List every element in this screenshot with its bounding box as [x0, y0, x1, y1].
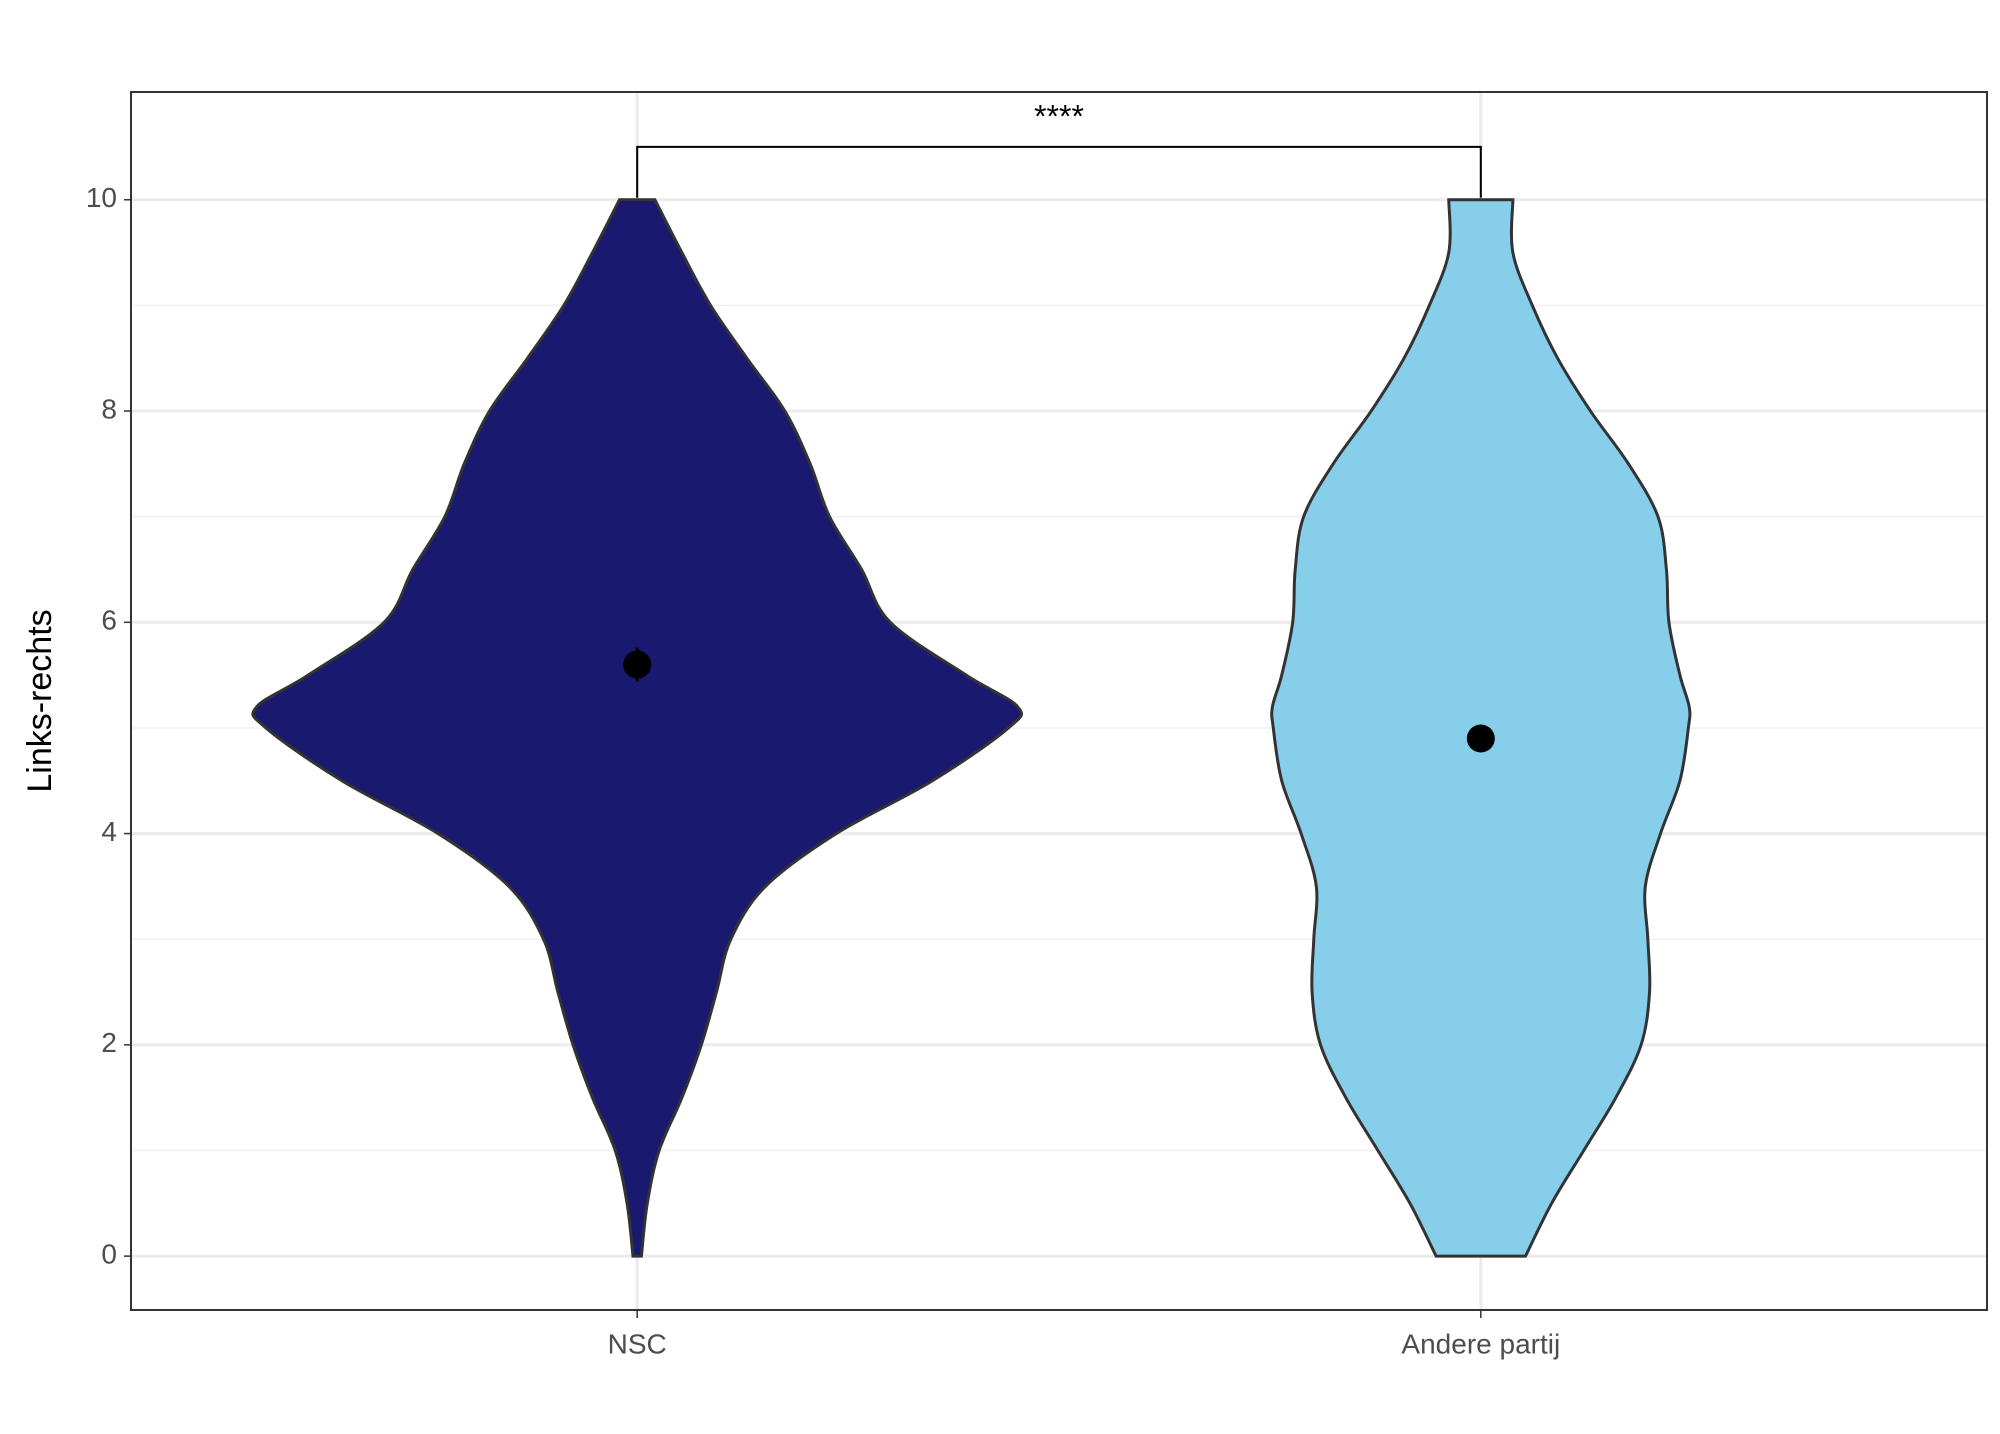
y-tick-label: 0 [101, 1239, 117, 1270]
y-tick-label: 8 [101, 393, 117, 424]
mean-point [1466, 724, 1495, 753]
y-axis-title: Links-rechts [21, 609, 59, 792]
y-tick-label: 10 [86, 182, 117, 213]
mean-point [623, 650, 652, 679]
y-tick-label: 4 [101, 816, 117, 847]
x-tick-label: Andere partij [1401, 1328, 1560, 1359]
y-tick-label: 2 [101, 1027, 117, 1058]
significance-label: **** [1034, 98, 1084, 134]
significance-bracket [636, 145, 1482, 198]
violin [251, 198, 1024, 1258]
y-tick-label: 6 [101, 605, 117, 636]
panel-border [130, 91, 1988, 1311]
x-tick-label: NSC [608, 1328, 667, 1359]
